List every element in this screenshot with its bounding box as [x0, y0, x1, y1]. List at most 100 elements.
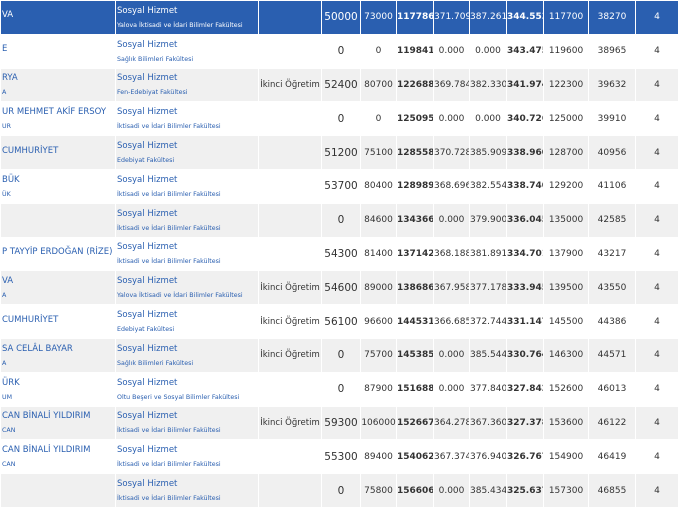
university-name[interactable]: RYA — [2, 73, 18, 84]
program-cell[interactable]: Sosyal Hizmet İktisadi ve İdari Bilimler… — [115, 202, 259, 238]
score-1: 0.000 — [433, 101, 470, 137]
university-cell[interactable]: CUMHURİYET — [0, 304, 116, 339]
duration-years: 4 — [635, 270, 678, 306]
score-2: 385.909 — [469, 135, 507, 170]
rank-2: 139500 — [543, 270, 589, 306]
program-cell[interactable]: Sosyal Hizmet İktisadi ve İdari Bilimler… — [115, 168, 259, 204]
table-row[interactable]: Sosyal Hizmet İktisadi ve İdari Bilimler… — [0, 202, 678, 238]
base-score: 341.974 — [506, 67, 544, 103]
university-cell[interactable]: ÜRK UM — [0, 371, 116, 407]
program-name[interactable]: Sosyal Hizmet — [117, 39, 178, 50]
table-row[interactable]: CAN BİNALİ YILDIRIM CAN Sosyal Hizmet İk… — [0, 405, 678, 441]
program-name[interactable]: Sosyal Hizmet — [117, 276, 178, 287]
university-name[interactable]: CAN BİNALİ YILDIRIM — [2, 411, 91, 422]
faculty-name: İktisadi ve İdari Bilimler Fakültesi — [117, 258, 221, 266]
program-name[interactable]: Sosyal Hizmet — [117, 445, 178, 456]
faculty-name: Oltu Beşeri ve Sosyal Bilimler Fakültesi — [117, 393, 240, 401]
program-cell[interactable]: Sosyal Hizmet Yalova İktisadi ve İdari B… — [115, 270, 259, 306]
city-name: CAN — [2, 461, 16, 469]
program-name[interactable]: Sosyal Hizmet — [117, 242, 178, 253]
program-cell[interactable]: Sosyal Hizmet Oltu Beşeri ve Sosyal Bili… — [115, 371, 259, 407]
program-cell[interactable]: Sosyal Hizmet İktisadi ve İdari Bilimler… — [115, 439, 259, 475]
table-row[interactable]: Sosyal Hizmet İktisadi ve İdari Bilimler… — [0, 473, 678, 508]
university-name[interactable]: VA — [2, 276, 14, 287]
program-cell[interactable]: Sosyal Hizmet Edebiyat Fakültesi — [115, 304, 259, 339]
university-cell[interactable]: E — [0, 33, 116, 69]
table-row[interactable]: UR MEHMET AKİF ERSOY UR Sosyal Hizmet İk… — [0, 101, 678, 137]
education-type — [258, 168, 322, 204]
program-name[interactable]: Sosyal Hizmet — [117, 208, 178, 219]
score-1: 0.000 — [433, 202, 470, 238]
university-name[interactable]: BÜK — [2, 174, 20, 185]
program-name[interactable]: Sosyal Hizmet — [117, 73, 178, 84]
university-cell[interactable]: RYA A — [0, 67, 116, 103]
university-cell[interactable]: UR MEHMET AKİF ERSOY UR — [0, 101, 116, 137]
university-name[interactable]: E — [2, 44, 8, 55]
program-cell[interactable]: Sosyal Hizmet Edebiyat Fakültesi — [115, 135, 259, 170]
program-name[interactable]: Sosyal Hizmet — [117, 479, 178, 490]
program-cell[interactable]: Sosyal Hizmet İktisadi ve İdari Bilimler… — [115, 405, 259, 441]
table-row[interactable]: E Sosyal Hizmet Sağlık Bilimleri Fakülte… — [0, 33, 678, 69]
university-name[interactable]: CAN BİNALİ YILDIRIM — [2, 445, 91, 456]
faculty-name: Yalova İktisadi ve İdari Bilimler Fakült… — [117, 21, 243, 29]
university-cell[interactable]: P TAYYİP ERDOĞAN (RİZE) — [0, 236, 116, 272]
program-name[interactable]: Sosyal Hizmet — [117, 107, 178, 118]
university-cell[interactable] — [0, 473, 116, 508]
score-2: 387.261 — [469, 0, 507, 35]
duration-years: 4 — [635, 67, 678, 103]
rank-3: 39910 — [588, 101, 636, 137]
score-2: 367.360 — [469, 405, 507, 441]
table-row[interactable]: P TAYYİP ERDOĞAN (RİZE) Sosyal Hizmet İk… — [0, 236, 678, 272]
university-name[interactable]: UR MEHMET AKİF ERSOY — [2, 107, 107, 118]
program-name[interactable]: Sosyal Hizmet — [117, 377, 178, 388]
program-cell[interactable]: Sosyal Hizmet İktisadi ve İdari Bilimler… — [115, 101, 259, 137]
duration-years: 4 — [635, 101, 678, 137]
education-type: İkinci Öğretim — [258, 270, 322, 306]
university-name[interactable]: VA — [2, 10, 14, 21]
program-name[interactable]: Sosyal Hizmet — [117, 141, 178, 152]
table-row[interactable]: RYA A Sosyal Hizmet Fen-Edebiyat Fakülte… — [0, 67, 678, 103]
table-row[interactable]: CUMHURİYET Sosyal Hizmet Edebiyat Fakült… — [0, 135, 678, 170]
university-cell[interactable]: SA CELÂL BAYAR A — [0, 337, 116, 373]
university-name[interactable]: ÜRK — [2, 377, 20, 388]
program-cell[interactable]: Sosyal Hizmet Fen-Edebiyat Fakültesi — [115, 67, 259, 103]
university-cell[interactable]: VA — [0, 0, 116, 35]
previous-rank: 96600 — [360, 304, 397, 339]
university-cell[interactable]: CUMHURİYET — [0, 135, 116, 170]
program-cell[interactable]: Sosyal Hizmet Sağlık Bilimleri Fakültesi — [115, 33, 259, 69]
program-name[interactable]: Sosyal Hizmet — [117, 5, 178, 16]
university-cell[interactable]: CAN BİNALİ YILDIRIM CAN — [0, 405, 116, 441]
score-2: 376.940 — [469, 439, 507, 475]
education-type — [258, 371, 322, 407]
table-row[interactable]: CUMHURİYET Sosyal Hizmet Edebiyat Fakült… — [0, 304, 678, 339]
table-row[interactable]: CAN BİNALİ YILDIRIM CAN Sosyal Hizmet İk… — [0, 439, 678, 475]
university-cell[interactable]: BÜK ÜK — [0, 168, 116, 204]
university-name[interactable]: P TAYYİP ERDOĞAN (RİZE) — [2, 246, 113, 257]
program-cell[interactable]: Sosyal Hizmet Sağlık Bilimleri Fakültesi — [115, 337, 259, 373]
table-row[interactable]: BÜK ÜK Sosyal Hizmet İktisadi ve İdari B… — [0, 168, 678, 204]
university-name[interactable]: CUMHURİYET — [2, 314, 59, 325]
rank-2: 128700 — [543, 135, 589, 170]
program-cell[interactable]: Sosyal Hizmet İktisadi ve İdari Bilimler… — [115, 236, 259, 272]
duration-years: 4 — [635, 168, 678, 204]
program-name[interactable]: Sosyal Hizmet — [117, 343, 178, 354]
university-name[interactable]: SA CELÂL BAYAR — [2, 343, 73, 354]
table-row[interactable]: VA A Sosyal Hizmet Yalova İktisadi ve İd… — [0, 270, 678, 306]
table-row[interactable]: ÜRK UM Sosyal Hizmet Oltu Beşeri ve Sosy… — [0, 371, 678, 407]
university-name[interactable]: CUMHURİYET — [2, 145, 59, 156]
previous-rank: 84600 — [360, 202, 397, 238]
table-row[interactable]: SA CELÂL BAYAR A Sosyal Hizmet Sağlık Bi… — [0, 337, 678, 373]
rank-3: 44386 — [588, 304, 636, 339]
program-name[interactable]: Sosyal Hizmet — [117, 174, 178, 185]
table-row[interactable]: VA Sosyal Hizmet Yalova İktisadi ve İdar… — [0, 0, 678, 35]
university-cell[interactable]: VA A — [0, 270, 116, 306]
program-cell[interactable]: Sosyal Hizmet İktisadi ve İdari Bilimler… — [115, 473, 259, 508]
university-cell[interactable]: CAN BİNALİ YILDIRIM CAN — [0, 439, 116, 475]
program-name[interactable]: Sosyal Hizmet — [117, 411, 178, 422]
program-name[interactable]: Sosyal Hizmet — [117, 310, 178, 321]
university-cell[interactable] — [0, 202, 116, 238]
rank-2: 122300 — [543, 67, 589, 103]
program-cell[interactable]: Sosyal Hizmet Yalova İktisadi ve İdari B… — [115, 0, 259, 35]
previous-rank: 80400 — [360, 168, 397, 204]
base-score: 344.553 — [506, 0, 544, 35]
